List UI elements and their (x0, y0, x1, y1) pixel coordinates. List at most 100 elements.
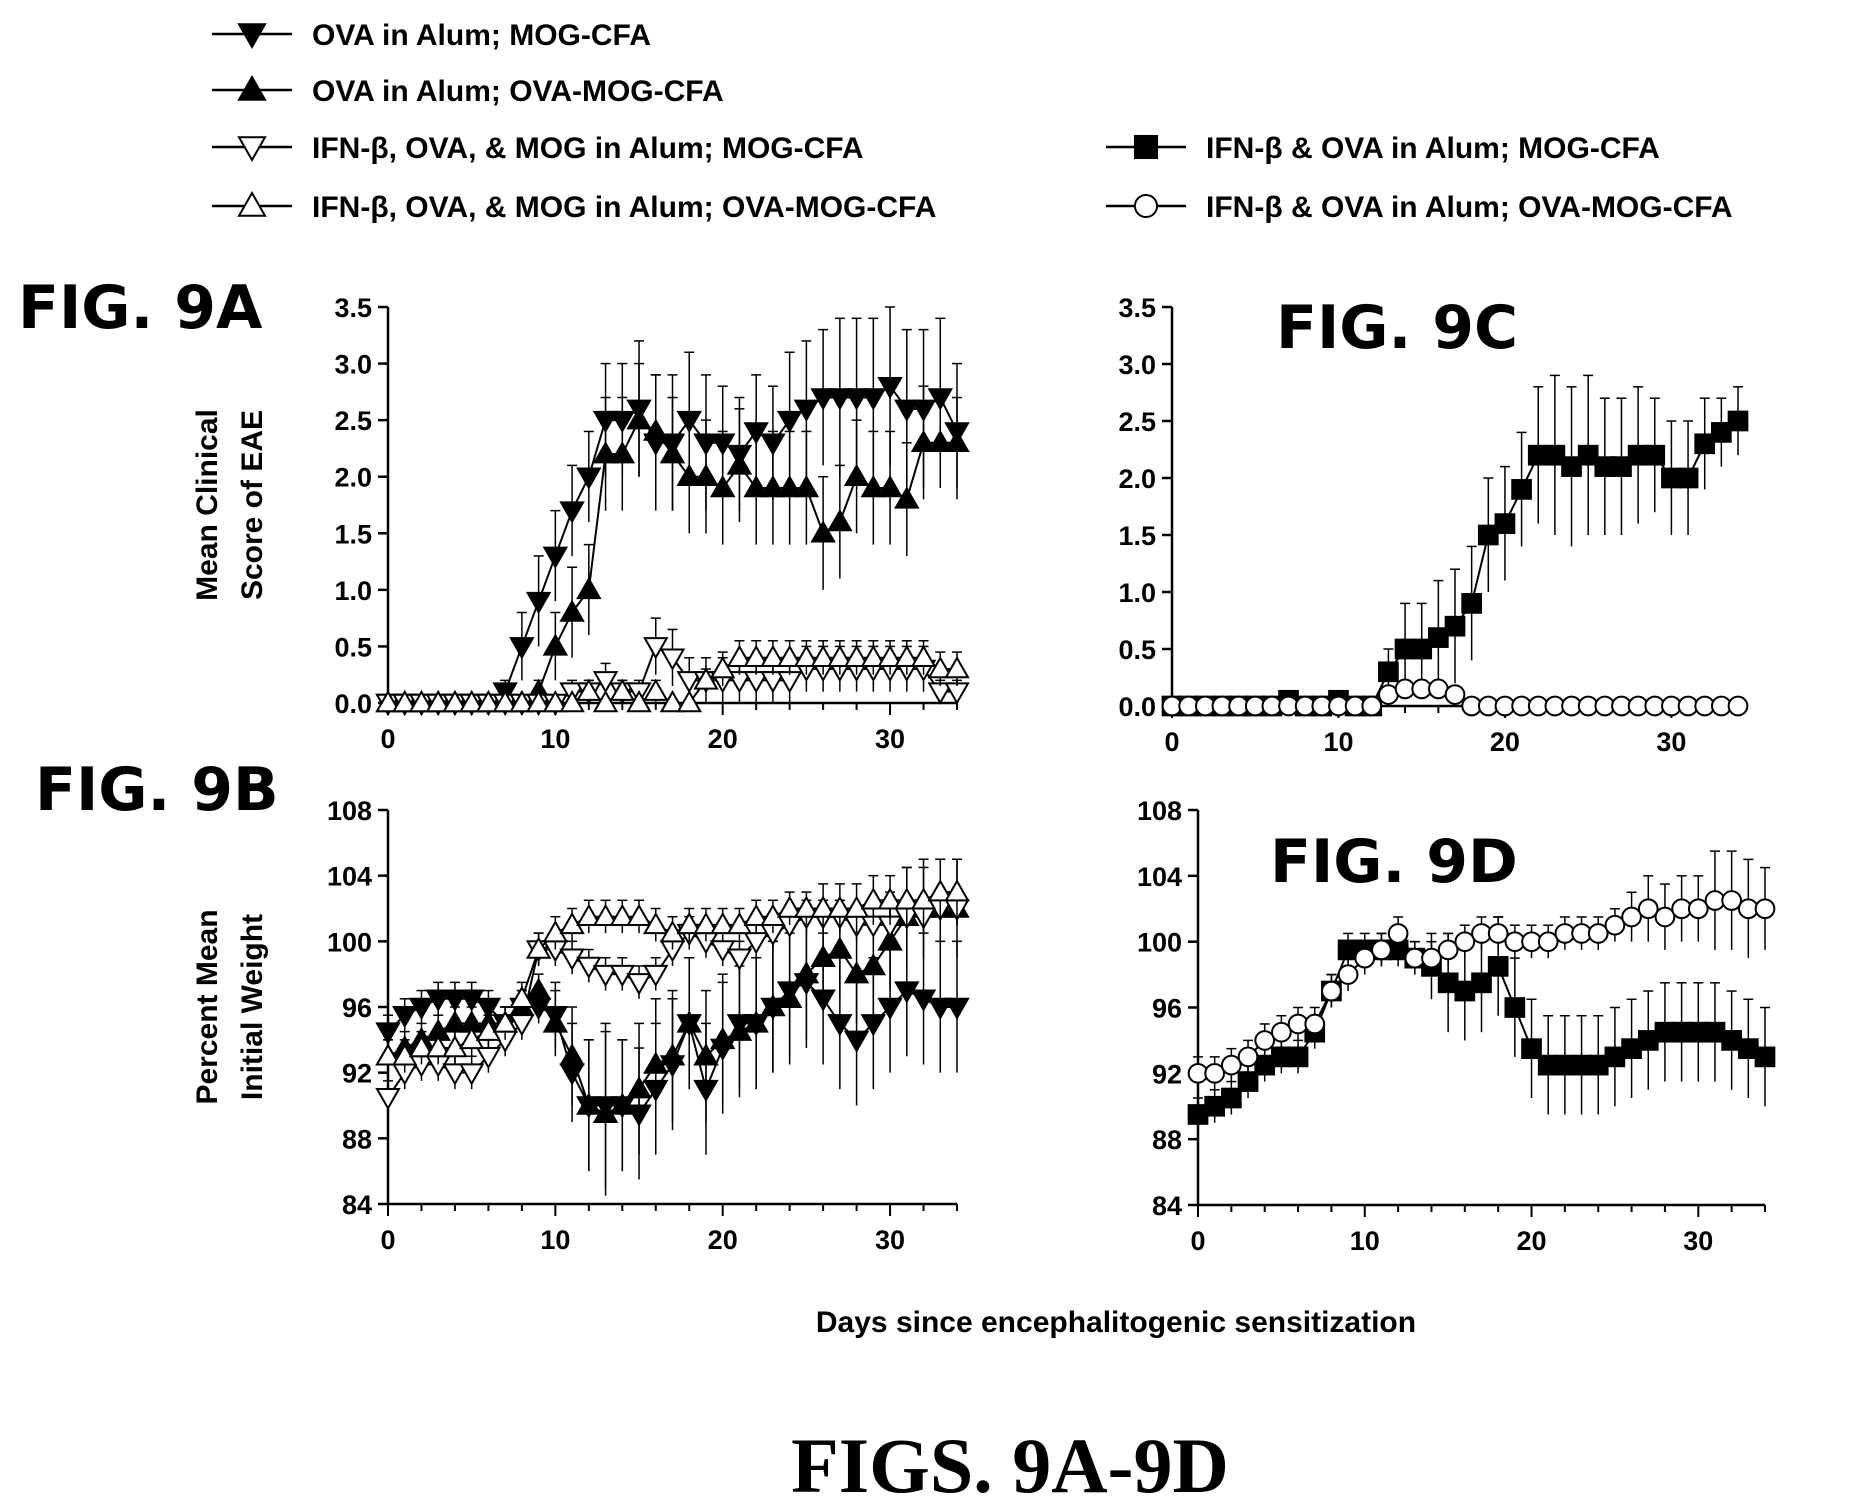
data-point (1221, 1087, 1242, 1109)
data-point (810, 644, 836, 667)
data-point (408, 1035, 435, 1058)
data-point (425, 1035, 451, 1058)
data-point (375, 1022, 401, 1045)
data-point (1487, 956, 1509, 977)
legend-label: OVA in Alum; MOG-CFA (312, 19, 651, 52)
data-point (1454, 931, 1476, 953)
data-point (1687, 898, 1709, 920)
x-tick-label: 30 (1656, 727, 1686, 757)
y-tick-label: 0.5 (334, 632, 372, 662)
x-tick-label: 10 (540, 724, 570, 754)
data-point (1361, 695, 1383, 717)
data-point (1711, 422, 1732, 443)
data-point (877, 644, 903, 667)
data-point (375, 689, 401, 713)
data-point (776, 644, 803, 667)
data-point (726, 644, 753, 667)
data-point (492, 1010, 518, 1033)
data-point (592, 689, 619, 713)
data-point (559, 501, 585, 524)
y-tick-label: 1.5 (334, 519, 372, 549)
y-tick-label: 92 (1152, 1059, 1182, 1089)
data-point (927, 879, 953, 902)
legend-marker-tri-up (237, 190, 267, 217)
x-tick-label: 30 (1683, 1226, 1713, 1256)
data-point (1494, 513, 1516, 534)
data-point (1444, 615, 1466, 637)
data-point (709, 911, 736, 935)
data-point (860, 388, 887, 411)
data-point (676, 1010, 702, 1033)
data-point (542, 1010, 569, 1033)
data-point (659, 1043, 686, 1066)
data-point (1371, 939, 1392, 961)
data-point (693, 1043, 719, 1066)
y-tick-label: 88 (342, 1124, 372, 1154)
data-point (1461, 593, 1482, 614)
data-point (626, 689, 652, 713)
data-point (743, 1010, 769, 1033)
y-tick-label: 108 (1137, 796, 1182, 826)
data-point (693, 667, 719, 690)
data-point (1287, 1046, 1309, 1068)
data-point (509, 689, 535, 713)
data-point (626, 903, 652, 926)
data-point (843, 388, 870, 411)
data-point (1254, 1030, 1276, 1051)
data-point (1471, 972, 1492, 994)
data-point (592, 441, 619, 464)
y-tick-label: 1.0 (1118, 578, 1156, 608)
data-point (458, 689, 485, 713)
data-point (1577, 444, 1599, 466)
legend-marker-tri-down (237, 136, 267, 163)
data-point (1727, 410, 1749, 432)
data-point (1221, 1054, 1242, 1076)
data-point (693, 911, 719, 935)
data-point (1487, 923, 1509, 944)
chart-panel-1: FIG. 9A 0.0 0.5 1.0 1.5 2.0 2.5 3.0 3.5 0 10 20 30 Me… (18, 273, 970, 754)
panel-label: FIG. 9D (1270, 827, 1518, 897)
data-point (1694, 433, 1716, 455)
data-point (676, 689, 702, 713)
data-point (827, 388, 853, 411)
data-point (1727, 695, 1749, 717)
data-point (559, 689, 585, 713)
x-tick-label: 30 (875, 724, 905, 754)
data-point (709, 656, 736, 679)
data-point (743, 644, 769, 667)
data-point (1654, 906, 1676, 928)
x-tick-label: 20 (1490, 727, 1520, 757)
data-point (542, 633, 569, 656)
data-point (927, 997, 953, 1021)
legend-entry-s6: IFN-β & OVA in Alum; OVA-MOG-CFA (1106, 191, 1733, 224)
data-point (592, 903, 619, 926)
legend-entry-s2: OVA in Alum; OVA-MOG-CFA (212, 74, 724, 108)
data-point (643, 964, 669, 988)
data-point (894, 486, 920, 509)
x-tick-label: 30 (875, 1225, 905, 1255)
data-point (609, 903, 636, 926)
y-tick-label: 84 (342, 1190, 372, 1220)
y-tick-label: 3.0 (1118, 350, 1156, 380)
data-point (743, 903, 769, 926)
data-point (1561, 456, 1582, 477)
x-tick-label: 20 (708, 1225, 738, 1255)
data-point (659, 648, 686, 671)
data-point (442, 989, 468, 1012)
data-point (894, 887, 920, 910)
data-point (1754, 898, 1776, 920)
data-point (877, 997, 903, 1021)
y-tick-label: 1.0 (334, 576, 372, 606)
x-tick-label: 10 (540, 1225, 570, 1255)
data-point (927, 656, 953, 679)
y-axis-title: Initial Weight (236, 914, 269, 1100)
y-tick-label: 1.5 (1118, 521, 1156, 551)
data-point (592, 964, 619, 988)
x-tick-label: 20 (708, 724, 738, 754)
legend-entry-s1: OVA in Alum; MOG-CFA (212, 19, 651, 52)
data-point (1421, 947, 1442, 969)
data-point (643, 911, 669, 935)
x-tick-label: 0 (380, 724, 395, 754)
data-point (944, 682, 970, 705)
data-point (542, 689, 569, 713)
